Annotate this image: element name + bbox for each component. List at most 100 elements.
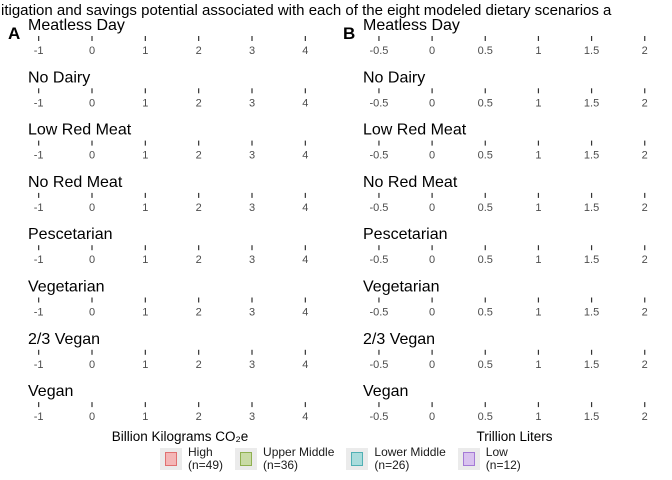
facet-label: Pescetarian bbox=[363, 226, 448, 243]
tick-label: 0 bbox=[429, 202, 435, 214]
tick-label: 1 bbox=[535, 97, 541, 109]
tick-label: 1 bbox=[535, 254, 541, 266]
tick-label: -1 bbox=[34, 307, 44, 319]
tick-label: 3 bbox=[249, 411, 255, 423]
tick-label: 0 bbox=[89, 359, 95, 371]
tick-label: 0 bbox=[429, 307, 435, 319]
facet-label: No Red Meat bbox=[28, 174, 123, 191]
tick-label: 1 bbox=[535, 307, 541, 319]
tick-label: -0.5 bbox=[369, 307, 388, 319]
tick-label: 1 bbox=[535, 202, 541, 214]
tick-label: -0.5 bbox=[369, 411, 388, 423]
legend-key bbox=[160, 448, 182, 470]
tick-label: 2 bbox=[642, 202, 648, 214]
legend-key bbox=[457, 448, 480, 470]
tick-label: 0 bbox=[89, 254, 95, 266]
legend: High (n=49) Upper Middle (n=36) Lower Midd… bbox=[160, 446, 533, 472]
tick-label: 3 bbox=[249, 97, 255, 109]
tick-label: 4 bbox=[302, 150, 308, 162]
tick-label: 0 bbox=[89, 45, 95, 57]
tick-label: 2 bbox=[642, 307, 648, 319]
tick-label: 1 bbox=[535, 150, 541, 162]
tick-label: -1 bbox=[34, 97, 44, 109]
tick-label: 3 bbox=[249, 307, 255, 319]
legend-count: (n=49) bbox=[188, 458, 224, 472]
tick-label: 2 bbox=[642, 97, 648, 109]
tick-label: 2 bbox=[196, 150, 202, 162]
tick-label: 1 bbox=[142, 150, 148, 162]
tick-label: 2 bbox=[196, 307, 202, 319]
legend-item: Lower Middle (n=26) bbox=[346, 445, 446, 472]
tick-label: 0.5 bbox=[478, 307, 493, 319]
legend-label: High bbox=[188, 445, 213, 459]
facet-label: Vegetarian bbox=[28, 279, 105, 296]
tick-label: -1 bbox=[34, 411, 44, 423]
tick-label: 0 bbox=[89, 150, 95, 162]
tick-label: 1.5 bbox=[584, 411, 599, 423]
tick-label: 2 bbox=[196, 45, 202, 57]
tick-label: -1 bbox=[34, 45, 44, 57]
tick-label: -0.5 bbox=[369, 97, 388, 109]
tick-label: -0.5 bbox=[369, 254, 388, 266]
x-axis-label: Billion Kilograms CO₂e bbox=[112, 429, 249, 444]
tick-label: 0 bbox=[429, 150, 435, 162]
tick-label: 3 bbox=[249, 150, 255, 162]
tick-label: 1 bbox=[142, 45, 148, 57]
tick-label: 3 bbox=[249, 202, 255, 214]
tick-label: 0 bbox=[89, 411, 95, 423]
tick-label: 2 bbox=[196, 411, 202, 423]
tick-label: 4 bbox=[302, 359, 308, 371]
tick-label: -0.5 bbox=[369, 202, 388, 214]
tick-label: 2 bbox=[196, 254, 202, 266]
tick-label: -1 bbox=[34, 202, 44, 214]
tick-label: 0 bbox=[429, 45, 435, 57]
legend-swatch bbox=[165, 452, 177, 466]
tick-label: 3 bbox=[249, 359, 255, 371]
legend-item: High (n=49) bbox=[160, 446, 223, 472]
panel-label-b: B bbox=[343, 24, 356, 43]
tick-label: 0.5 bbox=[478, 359, 493, 371]
facet-label: 2/3 Vegan bbox=[28, 331, 100, 348]
facet-label: Meatless Day bbox=[28, 17, 125, 34]
tick-label: 0 bbox=[429, 254, 435, 266]
tick-label: 1.5 bbox=[584, 97, 599, 109]
legend-label: Lower Middle bbox=[374, 445, 446, 459]
legend-item: Low (n=12) bbox=[457, 445, 521, 472]
tick-label: 0 bbox=[429, 359, 435, 371]
tick-label: 0 bbox=[89, 202, 95, 214]
tick-label: -0.5 bbox=[369, 45, 388, 57]
tick-label: 2 bbox=[642, 254, 648, 266]
legend-label: Low bbox=[485, 445, 508, 459]
facet-label: Pescetarian bbox=[28, 226, 113, 243]
tick-label: 1.5 bbox=[584, 150, 599, 162]
tick-label: 1 bbox=[535, 411, 541, 423]
facet-label: Meatless Day bbox=[363, 17, 460, 34]
legend-key bbox=[235, 448, 258, 470]
facet-label: No Dairy bbox=[363, 69, 425, 86]
legend-swatch bbox=[462, 452, 475, 466]
tick-label: 4 bbox=[302, 97, 308, 109]
tick-label: 4 bbox=[302, 45, 308, 57]
tick-label: 0 bbox=[429, 411, 435, 423]
legend-count: (n=36) bbox=[263, 458, 299, 472]
tick-label: 0.5 bbox=[478, 254, 493, 266]
tick-label: 0.5 bbox=[478, 202, 493, 214]
facet-label: Vegan bbox=[28, 383, 73, 400]
tick-label: 2 bbox=[642, 45, 648, 57]
tick-label: 2 bbox=[196, 97, 202, 109]
legend-swatch bbox=[351, 452, 364, 466]
figure-title: d mitigation and savings potential assoc… bbox=[0, 2, 612, 19]
tick-label: 0.5 bbox=[478, 97, 493, 109]
tick-label: -1 bbox=[34, 359, 44, 371]
facet-label: Vegan bbox=[363, 383, 408, 400]
tick-label: 1.5 bbox=[584, 254, 599, 266]
legend-count: (n=26) bbox=[374, 458, 410, 472]
tick-label: 0 bbox=[89, 97, 95, 109]
facet-label: Vegetarian bbox=[363, 279, 440, 296]
tick-label: -1 bbox=[34, 254, 44, 266]
tick-label: 1 bbox=[142, 307, 148, 319]
tick-label: -0.5 bbox=[369, 359, 388, 371]
tick-label: 0.5 bbox=[478, 45, 493, 57]
legend-count: (n=12) bbox=[485, 458, 521, 472]
